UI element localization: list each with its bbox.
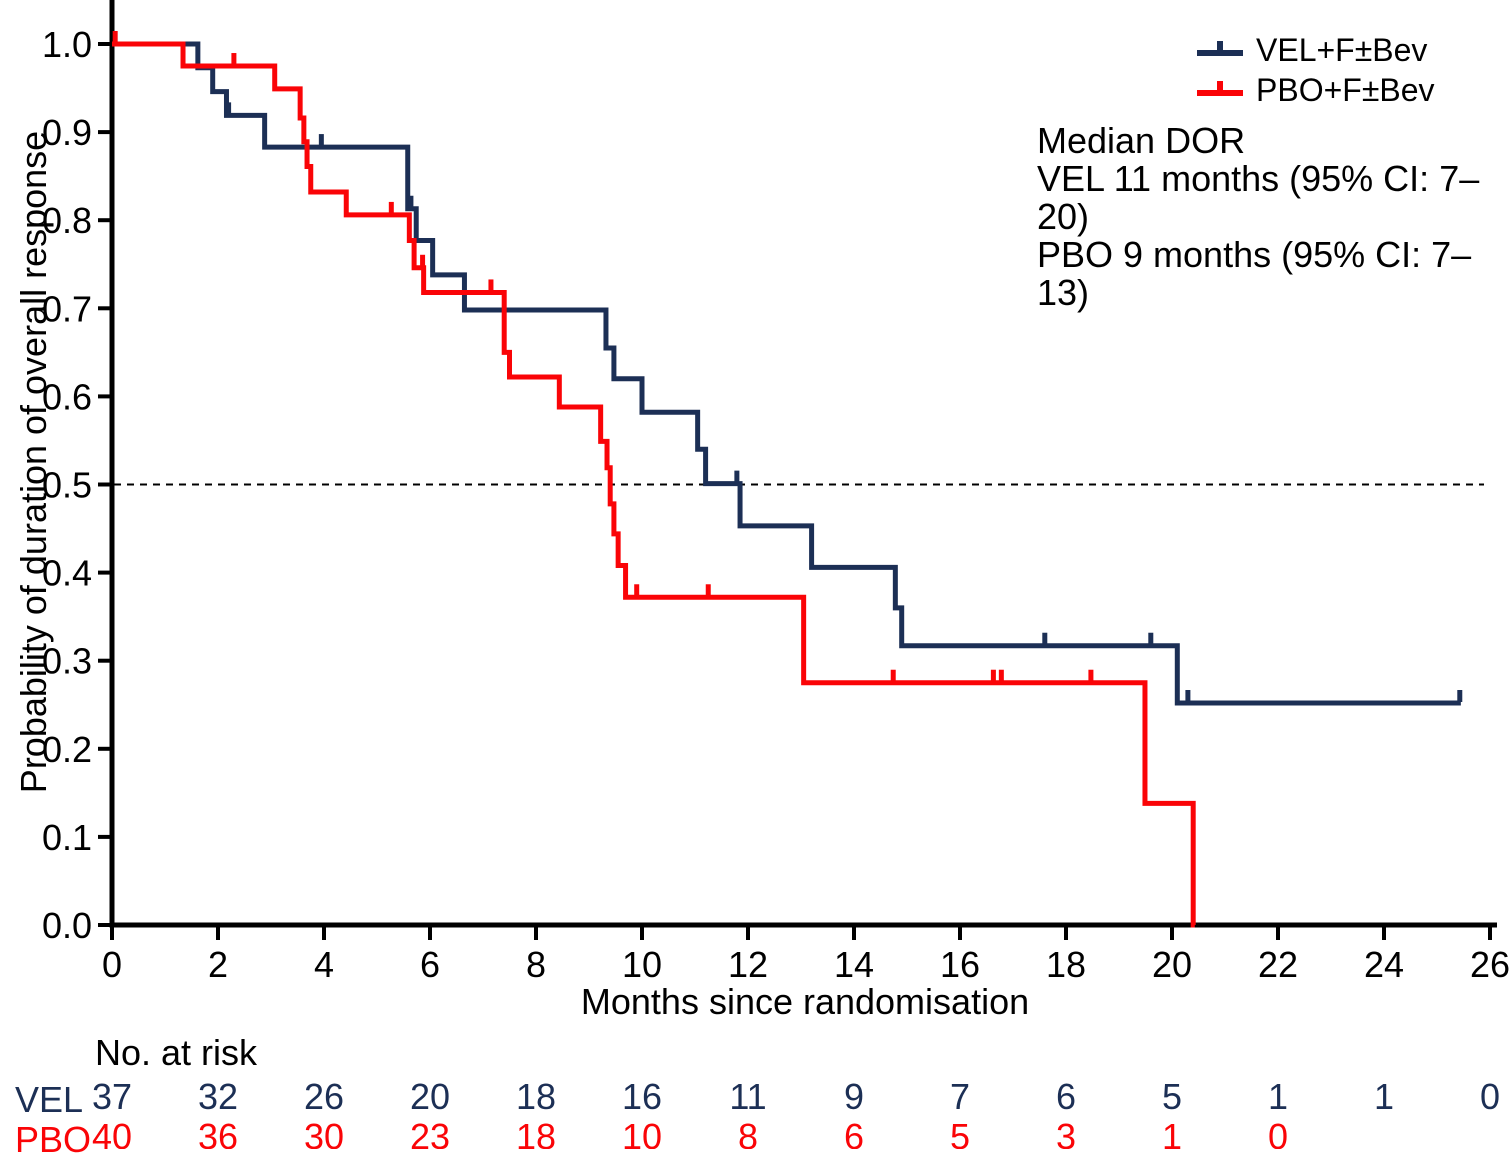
svg-text:1: 1 bbox=[1374, 1076, 1394, 1117]
svg-text:0.8: 0.8 bbox=[42, 200, 92, 241]
annotation-line-1: Median DOR bbox=[1037, 120, 1246, 161]
svg-text:22: 22 bbox=[1258, 944, 1298, 985]
legend-item-vel: VEL+F±Bev bbox=[1196, 30, 1435, 70]
risk-row-label-vel: VEL bbox=[15, 1079, 84, 1120]
svg-text:26: 26 bbox=[304, 1076, 344, 1117]
svg-text:0.3: 0.3 bbox=[42, 641, 92, 682]
svg-text:8: 8 bbox=[526, 944, 546, 985]
svg-text:30: 30 bbox=[304, 1116, 344, 1149]
svg-text:18: 18 bbox=[516, 1116, 556, 1149]
vel-censor-line-icon bbox=[1197, 41, 1243, 56]
svg-text:6: 6 bbox=[1056, 1076, 1076, 1117]
svg-text:6: 6 bbox=[420, 944, 440, 985]
svg-text:4: 4 bbox=[314, 944, 334, 985]
svg-text:0.5: 0.5 bbox=[42, 465, 92, 506]
pbo-censor-line-icon bbox=[1197, 81, 1243, 96]
svg-text:10: 10 bbox=[622, 944, 662, 985]
svg-text:1: 1 bbox=[1162, 1116, 1182, 1149]
svg-text:9: 9 bbox=[844, 1076, 864, 1117]
svg-text:32: 32 bbox=[198, 1076, 238, 1117]
svg-text:0.1: 0.1 bbox=[42, 817, 92, 858]
svg-text:0.0: 0.0 bbox=[42, 905, 92, 946]
svg-text:5: 5 bbox=[950, 1116, 970, 1149]
svg-text:40: 40 bbox=[92, 1116, 132, 1149]
svg-text:1.0: 1.0 bbox=[42, 24, 92, 65]
annotation-line-2: VEL 11 months (95% CI: 7–20) bbox=[1037, 158, 1480, 237]
risk-row-label-pbo: PBO bbox=[15, 1119, 92, 1160]
svg-text:0.6: 0.6 bbox=[42, 376, 92, 417]
svg-text:16: 16 bbox=[622, 1076, 662, 1117]
svg-text:1: 1 bbox=[1268, 1076, 1288, 1117]
svg-text:26: 26 bbox=[1470, 944, 1510, 985]
svg-text:24: 24 bbox=[1364, 944, 1404, 985]
legend: VEL+F±Bev PBO+F±Bev bbox=[1196, 30, 1435, 110]
annotation-line-3: PBO 9 months (95% CI: 7–13) bbox=[1037, 234, 1472, 313]
svg-text:37: 37 bbox=[92, 1076, 132, 1117]
svg-text:20: 20 bbox=[1152, 944, 1192, 985]
svg-text:7: 7 bbox=[950, 1076, 970, 1117]
svg-text:0: 0 bbox=[1480, 1076, 1500, 1117]
y-axis-title: Probability of duration of overall respo… bbox=[13, 130, 54, 794]
median-dor-annotation: Median DOR VEL 11 months (95% CI: 7–20) … bbox=[1037, 122, 1512, 312]
svg-text:18: 18 bbox=[1046, 944, 1086, 985]
svg-text:10: 10 bbox=[622, 1116, 662, 1149]
svg-text:3: 3 bbox=[1056, 1116, 1076, 1149]
svg-text:0.4: 0.4 bbox=[42, 553, 92, 594]
legend-label-pbo: PBO+F±Bev bbox=[1256, 71, 1435, 108]
svg-text:18: 18 bbox=[516, 1076, 556, 1117]
svg-text:12: 12 bbox=[728, 944, 768, 985]
svg-text:11: 11 bbox=[729, 1076, 766, 1117]
svg-text:23: 23 bbox=[410, 1116, 450, 1149]
svg-text:8: 8 bbox=[738, 1116, 758, 1149]
svg-text:0.9: 0.9 bbox=[42, 112, 92, 153]
svg-text:20: 20 bbox=[410, 1076, 450, 1117]
svg-text:36: 36 bbox=[198, 1116, 238, 1149]
x-axis-title: Months since randomisation bbox=[580, 981, 1030, 1022]
svg-text:0: 0 bbox=[1268, 1116, 1288, 1149]
svg-text:0.7: 0.7 bbox=[42, 288, 92, 329]
svg-text:0: 0 bbox=[102, 944, 122, 985]
svg-text:16: 16 bbox=[940, 944, 980, 985]
legend-item-pbo: PBO+F±Bev bbox=[1196, 70, 1435, 110]
svg-text:14: 14 bbox=[834, 944, 874, 985]
svg-text:6: 6 bbox=[844, 1116, 864, 1149]
svg-text:5: 5 bbox=[1162, 1076, 1182, 1117]
svg-text:2: 2 bbox=[208, 944, 228, 985]
risk-table-title: No. at risk bbox=[95, 1032, 258, 1073]
legend-label-vel: VEL+F±Bev bbox=[1256, 31, 1428, 68]
svg-text:0.2: 0.2 bbox=[42, 729, 92, 770]
